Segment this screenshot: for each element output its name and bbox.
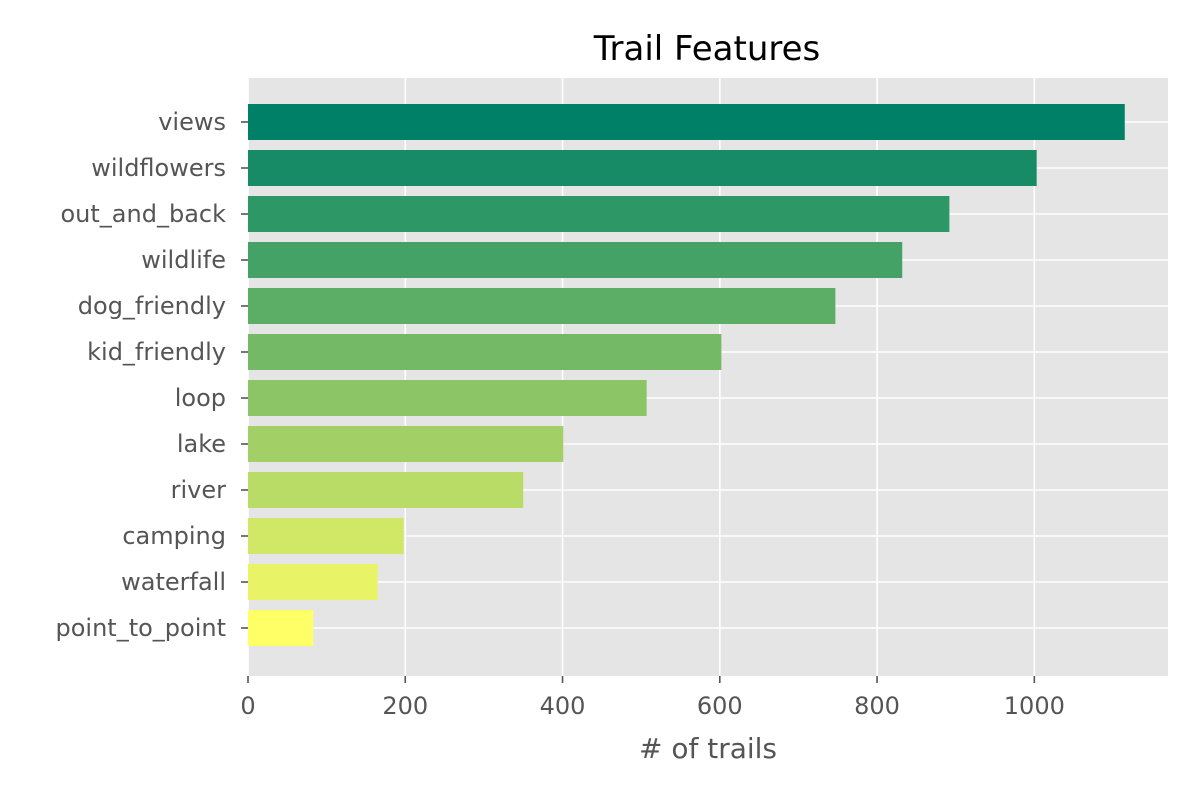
x-tick-label: 600 [697,692,743,720]
y-tick-label: out_and_back [61,200,227,228]
y-tick-label: camping [122,522,226,550]
y-tick-label: river [171,476,227,504]
bars [248,104,1125,646]
y-tick-label: lake [177,430,226,458]
x-tick-label: 1000 [1004,692,1065,720]
bar-lake [248,426,564,462]
x-axis-title: # of trails [639,732,777,765]
bar-loop [248,380,647,416]
bar-views [248,104,1125,140]
y-axis: views wildflowers out_and_back wildlife dog_… [55,108,248,642]
bar-waterfall [248,564,378,600]
bar-out-and-back [248,196,950,232]
bar-camping [248,518,404,554]
bar-dog-friendly [248,288,836,324]
y-tick-label: waterfall [121,568,226,596]
x-tick-label: 200 [382,692,428,720]
bar-wildlife [248,242,903,278]
y-tick-label: dog_friendly [78,292,226,320]
y-tick-label: views [158,108,226,136]
y-tick-label: kid_friendly [87,338,226,366]
bar-river [248,472,524,508]
bar-wildflowers [248,150,1037,186]
x-tick-label: 0 [240,692,255,720]
y-tick-label: wildflowers [91,154,226,182]
y-tick-label: point_to_point [55,614,226,642]
y-tick-label: loop [175,384,226,412]
x-tick-label: 400 [540,692,586,720]
bar-kid-friendly [248,334,722,370]
y-tick-label: wildlife [141,246,226,274]
x-tick-label: 800 [854,692,900,720]
chart-title: Trail Features [593,29,820,69]
bar-point-to-point [248,610,314,646]
x-axis: 0 200 400 600 800 1000 [240,676,1065,720]
